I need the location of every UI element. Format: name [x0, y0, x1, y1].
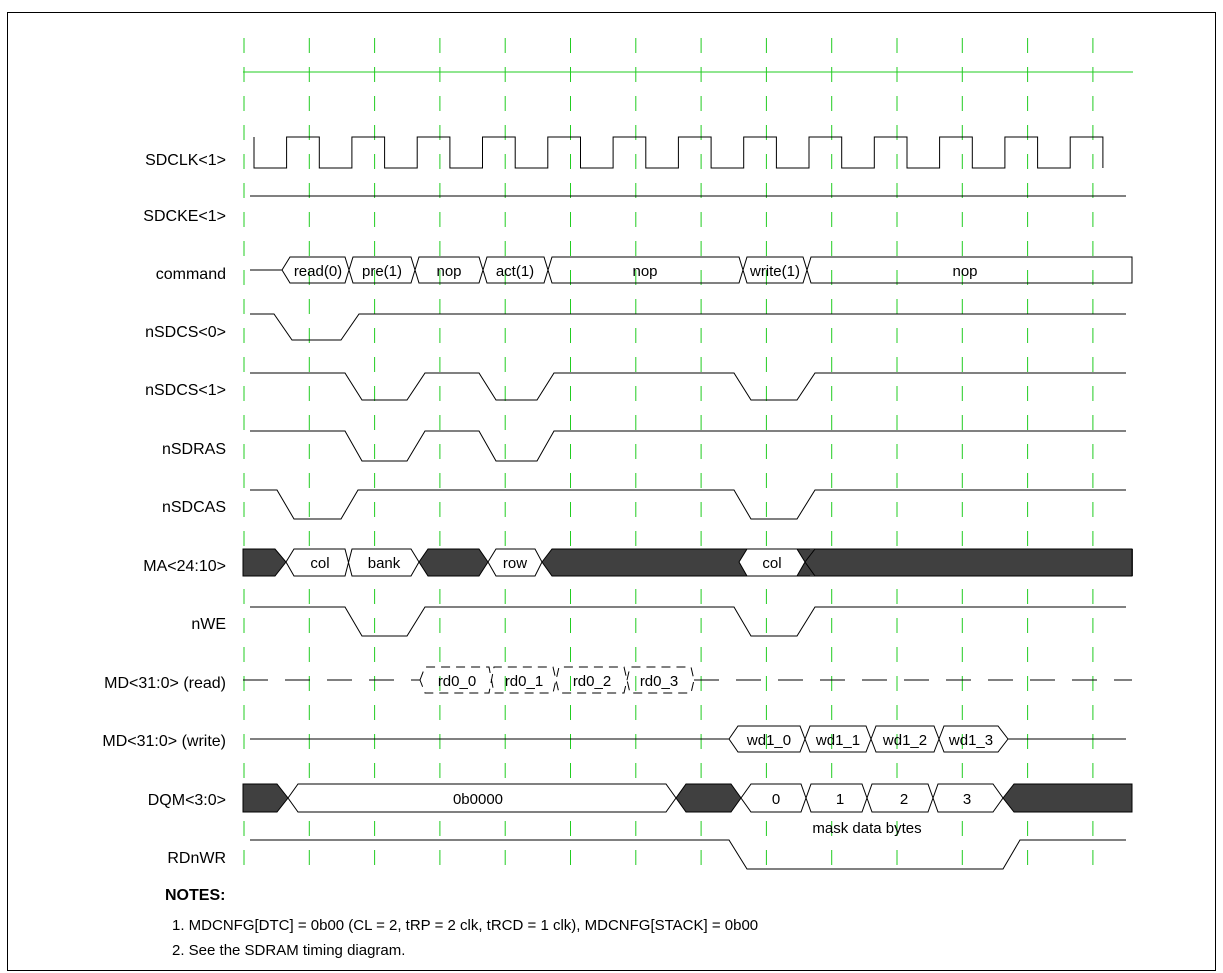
- mdwrite-seg-0: wd1_0: [746, 732, 791, 749]
- dqm-bus: [242, 783, 1133, 813]
- bus-texts: read(0) pre(1) nop act(1) nop write(1) n…: [294, 263, 993, 837]
- mdwrite-seg-1: wd1_1: [815, 732, 860, 749]
- waveforms: [243, 136, 1133, 870]
- nsdras-waveform: [250, 430, 1126, 462]
- ma-seg-bank: bank: [368, 555, 401, 572]
- dqm-seg-0: 0: [772, 791, 780, 808]
- label-nsdcs0: nSDCS<0>: [145, 324, 226, 341]
- mdwrite-seg-2: wd1_2: [882, 732, 927, 749]
- ma-seg-col1: col: [310, 555, 329, 572]
- ma-hatch-4: [804, 548, 1133, 577]
- dqm-seg-0b0000: 0b0000: [453, 791, 503, 808]
- command-seg-read0: read(0): [294, 263, 342, 280]
- ma-bus: [242, 548, 1133, 577]
- nsdcas-waveform: [250, 489, 1126, 520]
- ma-col2-cell: [738, 548, 806, 577]
- mdread-seg-3: rd0_3: [640, 673, 678, 690]
- ma-bus-outline: [285, 548, 420, 577]
- label-mdwrite: MD<31:0> (write): [102, 733, 226, 750]
- ma-seg-col2: col: [762, 555, 781, 572]
- notes: NOTES: 1. MDCNFG[DTC] = 0b00 (CL = 2, tR…: [165, 887, 758, 959]
- ma-row-cell: [487, 548, 543, 577]
- label-nwe: nWE: [191, 616, 226, 633]
- dqm-seg-1: 1: [836, 791, 844, 808]
- command-seg-nop1: nop: [436, 263, 461, 280]
- command-seg-nop3: nop: [952, 263, 977, 280]
- label-mdread: MD<31:0> (read): [104, 675, 226, 692]
- label-nsdras: nSDRAS: [162, 441, 226, 458]
- dqm-hatch-3: [1002, 783, 1133, 813]
- mdread-bus-outline: [419, 666, 695, 694]
- label-command: command: [156, 266, 226, 283]
- nwe-waveform: [250, 606, 1126, 637]
- mdread-seg-0: rd0_0: [438, 673, 476, 690]
- label-sdclk: SDCLK<1>: [145, 152, 226, 169]
- label-sdcke: SDCKE<1>: [143, 208, 226, 225]
- notes-line-1: 1. MDCNFG[DTC] = 0b00 (CL = 2, tRP = 2 c…: [172, 917, 758, 934]
- mdread-seg-2: rd0_2: [573, 673, 611, 690]
- diagram-frame: [7, 12, 1216, 971]
- ma-seg-row: row: [503, 555, 527, 572]
- dqm-hatch-2: [675, 783, 742, 813]
- label-dqm: DQM<3:0>: [148, 792, 226, 809]
- command-seg-act1: act(1): [496, 263, 534, 280]
- nsdcs1-waveform: [250, 372, 1126, 401]
- clock-guide-lines: [243, 38, 1133, 878]
- label-nsdcas: nSDCAS: [162, 499, 226, 516]
- mdwrite-seg-3: wd1_3: [948, 732, 993, 749]
- dqm-bus-outline: [287, 783, 1004, 813]
- dqm-seg-3: 3: [963, 791, 971, 808]
- sdclk-waveform: [253, 136, 1104, 169]
- command-seg-nop2: nop: [632, 263, 657, 280]
- label-nsdcs1: nSDCS<1>: [145, 382, 226, 399]
- dqm-seg-2: 2: [900, 791, 908, 808]
- mdwrite-bus-outline: [728, 725, 1009, 753]
- mdread-seg-1: rd0_1: [505, 673, 543, 690]
- command-seg-write1: write(1): [749, 263, 800, 280]
- command-seg-pre1: pre(1): [362, 263, 402, 280]
- ma-hatch-1: [242, 548, 287, 577]
- nsdcs0-waveform: [250, 313, 1126, 341]
- ma-hatch-2: [418, 548, 489, 577]
- notes-line-2: 2. See the SDRAM timing diagram.: [172, 942, 405, 959]
- label-ma: MA<24:10>: [143, 558, 226, 575]
- label-rdnwr: RDnWR: [167, 850, 226, 867]
- dqm-annotation: mask data bytes: [812, 820, 921, 837]
- rdnwr-waveform: [250, 839, 1126, 870]
- signal-labels: SDCLK<1> SDCKE<1> command nSDCS<0> nSDCS…: [102, 152, 226, 867]
- notes-title: NOTES:: [165, 887, 225, 904]
- dqm-hatch-1: [242, 783, 289, 813]
- command-bus-outline: [281, 256, 1133, 284]
